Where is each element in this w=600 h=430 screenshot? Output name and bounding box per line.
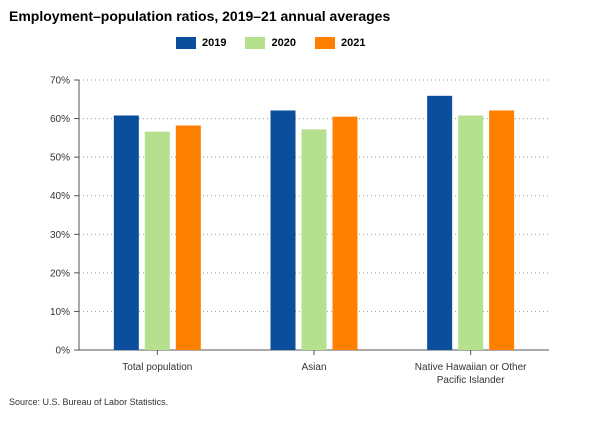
- y-tick-label: 60%: [50, 114, 70, 125]
- bar-2020-2: [458, 115, 484, 350]
- y-tick-label: 20%: [50, 268, 70, 279]
- legend-label: 2019: [202, 37, 227, 49]
- x-tick-label: Native Hawaiian or Other: [415, 362, 527, 373]
- legend: 2019 2020 2021: [176, 37, 384, 49]
- bar-2021-2: [489, 110, 515, 350]
- legend-item-2021: 2021: [314, 37, 366, 49]
- legend-label: 2020: [271, 37, 296, 49]
- x-tick-label: Total population: [122, 362, 192, 373]
- legend-label: 2021: [340, 37, 366, 49]
- legend-swatch: [176, 37, 196, 49]
- bar-2019-0: [113, 115, 139, 350]
- y-tick-label: 40%: [50, 191, 70, 202]
- bar-2020-1: [301, 129, 327, 350]
- legend-item-2019: 2019: [176, 37, 226, 49]
- legend-swatch: [245, 37, 266, 49]
- bar-2019-2: [427, 95, 453, 350]
- legend-item-2020: 2020: [245, 37, 296, 49]
- bar-2020-0: [144, 131, 170, 350]
- x-tick-label: Pacific Islander: [437, 375, 505, 386]
- y-tick-label: 70%: [50, 76, 70, 87]
- y-tick-label: 50%: [50, 153, 70, 164]
- y-tick-label: 0%: [56, 346, 71, 357]
- bar-2021-0: [175, 125, 201, 350]
- bar-2021-1: [332, 116, 358, 351]
- legend-swatch: [314, 37, 335, 49]
- y-tick-label: 10%: [50, 307, 70, 318]
- chart-title: Employment–population ratios, 2019–21 an…: [9, 8, 391, 24]
- y-tick-label: 30%: [50, 230, 70, 241]
- source-note: Source: U.S. Bureau of Labor Statistics.: [9, 397, 169, 407]
- x-tick-label: Asian: [301, 362, 326, 373]
- bar-2019-1: [270, 110, 296, 350]
